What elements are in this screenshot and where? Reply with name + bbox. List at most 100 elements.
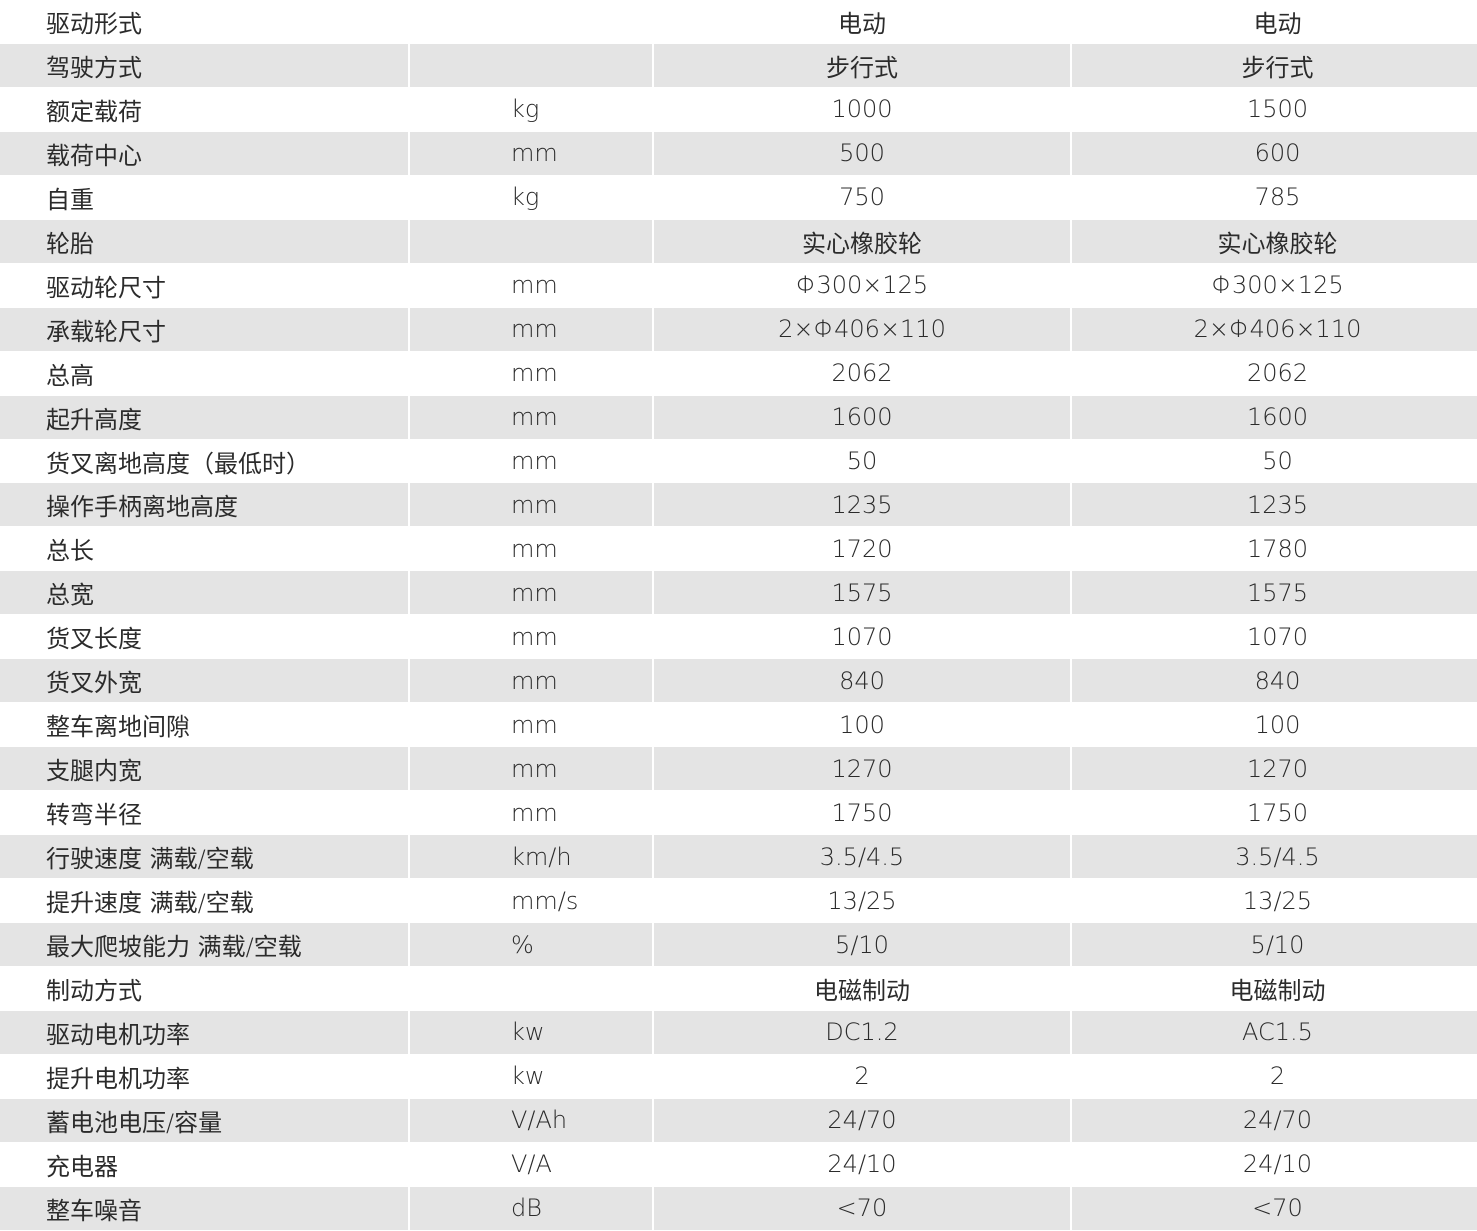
- value-model-2: 1780: [1246, 534, 1309, 563]
- table-row: 提升电机功率 kw 2 2: [0, 1055, 1477, 1099]
- value-model-2: 2: [1269, 1062, 1286, 1091]
- table-row: 支腿内宽 mm 1270 1270: [0, 747, 1477, 791]
- spec-label: 驾驶方式: [0, 43, 408, 87]
- spec-label: 货叉长度: [46, 625, 142, 654]
- value-model-2: 1500: [1246, 95, 1309, 124]
- spec-unit: dB: [410, 1186, 652, 1230]
- value-model-1: DC1.2: [654, 1010, 1070, 1054]
- spec-unit: mm: [410, 659, 652, 703]
- spec-label: 总高: [46, 361, 94, 390]
- table-row: 整车噪音 dB <70 <70: [0, 1186, 1477, 1231]
- spec-unit: [410, 219, 652, 263]
- spec-label: 提升速度 满载/空载: [46, 889, 254, 918]
- spec-unit: kg: [511, 95, 540, 124]
- value-model-1: 实心橡胶轮: [654, 219, 1070, 263]
- spec-unit: mm: [511, 710, 558, 739]
- value-model-2: 24/70: [1072, 1098, 1477, 1142]
- value-model-2: 1600: [1072, 395, 1477, 439]
- value-model-1: 24/70: [654, 1098, 1070, 1142]
- spec-label: 总长: [46, 537, 94, 566]
- spec-unit: mm: [511, 798, 558, 827]
- value-model-2: 2×Φ406×110: [1072, 307, 1477, 351]
- value-model-1: 1000: [831, 95, 893, 124]
- spec-label: 额定载荷: [46, 97, 142, 126]
- spec-unit: kg: [511, 183, 540, 212]
- table-row: 额定载荷 kg 1000 1500: [0, 88, 1477, 132]
- spec-label: 充电器: [46, 1152, 118, 1181]
- value-model-2: AC1.5: [1072, 1010, 1477, 1054]
- value-model-2: 840: [1072, 659, 1477, 703]
- spec-unit: mm: [511, 271, 558, 300]
- value-model-1: 1720: [831, 534, 893, 563]
- spec-label: 整车离地间隙: [46, 713, 190, 742]
- table-row: 整车离地间隙 mm 100 100: [0, 703, 1477, 747]
- spec-unit: V/A: [511, 1150, 552, 1179]
- value-model-2: 1750: [1246, 798, 1309, 827]
- spec-label: 承载轮尺寸: [0, 307, 408, 351]
- table-row: 总宽 mm 1575 1575: [0, 571, 1477, 615]
- value-model-1: 步行式: [654, 43, 1070, 87]
- table-row: 驱动形式 电动 电动: [0, 0, 1477, 44]
- spec-label: 驱动轮尺寸: [46, 273, 166, 302]
- spec-unit: mm: [511, 622, 558, 651]
- table-row: 货叉离地高度（最低时） mm 50 50: [0, 440, 1477, 484]
- value-model-1: 1270: [654, 747, 1070, 791]
- spec-label: 轮胎: [0, 219, 408, 263]
- spec-unit: mm: [511, 447, 558, 476]
- spec-label: 起升高度: [0, 395, 408, 439]
- value-model-2: 5/10: [1072, 923, 1477, 967]
- value-model-2: 电磁制动: [1229, 976, 1326, 1005]
- spec-label: 行驶速度 满载/空载: [0, 835, 408, 879]
- spec-unit: mm: [410, 307, 652, 351]
- table-row: 制动方式 电磁制动 电磁制动: [0, 967, 1477, 1011]
- table-row: 货叉外宽 mm 840 840: [0, 659, 1477, 703]
- spec-unit: [410, 967, 652, 1010]
- value-model-2: 1575: [1072, 571, 1477, 615]
- table-row: 最大爬坡能力 满载/空载% 5/10 5/10: [0, 923, 1477, 967]
- value-model-1: 电磁制动: [814, 976, 910, 1005]
- value-model-1: 750: [839, 183, 885, 212]
- spec-label: 载荷中心: [0, 131, 408, 175]
- spec-label: 制动方式: [46, 976, 142, 1005]
- table-row: 充电器 V/A 24/10 24/10: [0, 1143, 1477, 1187]
- value-model-2: 1270: [1072, 747, 1477, 791]
- value-model-1: 1575: [654, 571, 1070, 615]
- spec-label: 支腿内宽: [0, 747, 408, 791]
- spec-label: 蓄电池电压/容量: [0, 1098, 408, 1142]
- spec-unit: mm/s: [511, 886, 579, 915]
- value-model-2: 24/10: [1242, 1150, 1313, 1179]
- spec-label: 驱动形式: [46, 10, 142, 38]
- value-model-1: <70: [654, 1186, 1070, 1230]
- value-model-1: 500: [654, 131, 1070, 175]
- value-model-1: 24/10: [827, 1150, 897, 1179]
- value-model-2: 50: [1262, 447, 1293, 476]
- value-model-2: 600: [1072, 131, 1477, 175]
- value-model-1: 2×Φ406×110: [654, 307, 1070, 351]
- spec-label: 最大爬坡能力 满载/空载: [0, 923, 408, 967]
- table-row: 自重 kg 750 785: [0, 176, 1477, 220]
- spec-label: 转弯半径: [46, 801, 142, 830]
- table-row: 驱动电机功率 kw DC1.2 AC1.5: [0, 1010, 1477, 1055]
- table-row: 起升高度 mm 1600 1600: [0, 395, 1477, 440]
- spec-unit: [410, 43, 652, 87]
- table-row: 蓄电池电压/容量 V/Ah 24/70 24/70: [0, 1098, 1477, 1143]
- value-model-2: 785: [1254, 183, 1301, 212]
- spec-label: 操作手柄离地高度: [0, 483, 408, 527]
- value-model-1: 2: [854, 1062, 870, 1091]
- value-model-2: 电动: [1253, 10, 1302, 38]
- spec-label: 自重: [46, 185, 94, 214]
- value-model-2: 步行式: [1072, 43, 1477, 87]
- spec-label: 货叉外宽: [0, 659, 408, 703]
- value-model-2: 100: [1254, 710, 1301, 739]
- table-row: 总高 mm 2062 2062: [0, 352, 1477, 396]
- spec-unit: V/Ah: [410, 1098, 652, 1142]
- spec-unit: mm: [410, 395, 652, 439]
- table-row: 提升速度 满载/空载 mm/s 13/25 13/25: [0, 879, 1477, 923]
- value-model-1: Φ300×125: [795, 271, 929, 300]
- value-model-2: 1070: [1246, 622, 1309, 651]
- value-model-2: 实心橡胶轮: [1072, 219, 1477, 263]
- value-model-1: 13/25: [827, 886, 897, 915]
- value-model-2: 3.5/4.5: [1072, 835, 1477, 879]
- spec-unit: km/h: [410, 835, 652, 879]
